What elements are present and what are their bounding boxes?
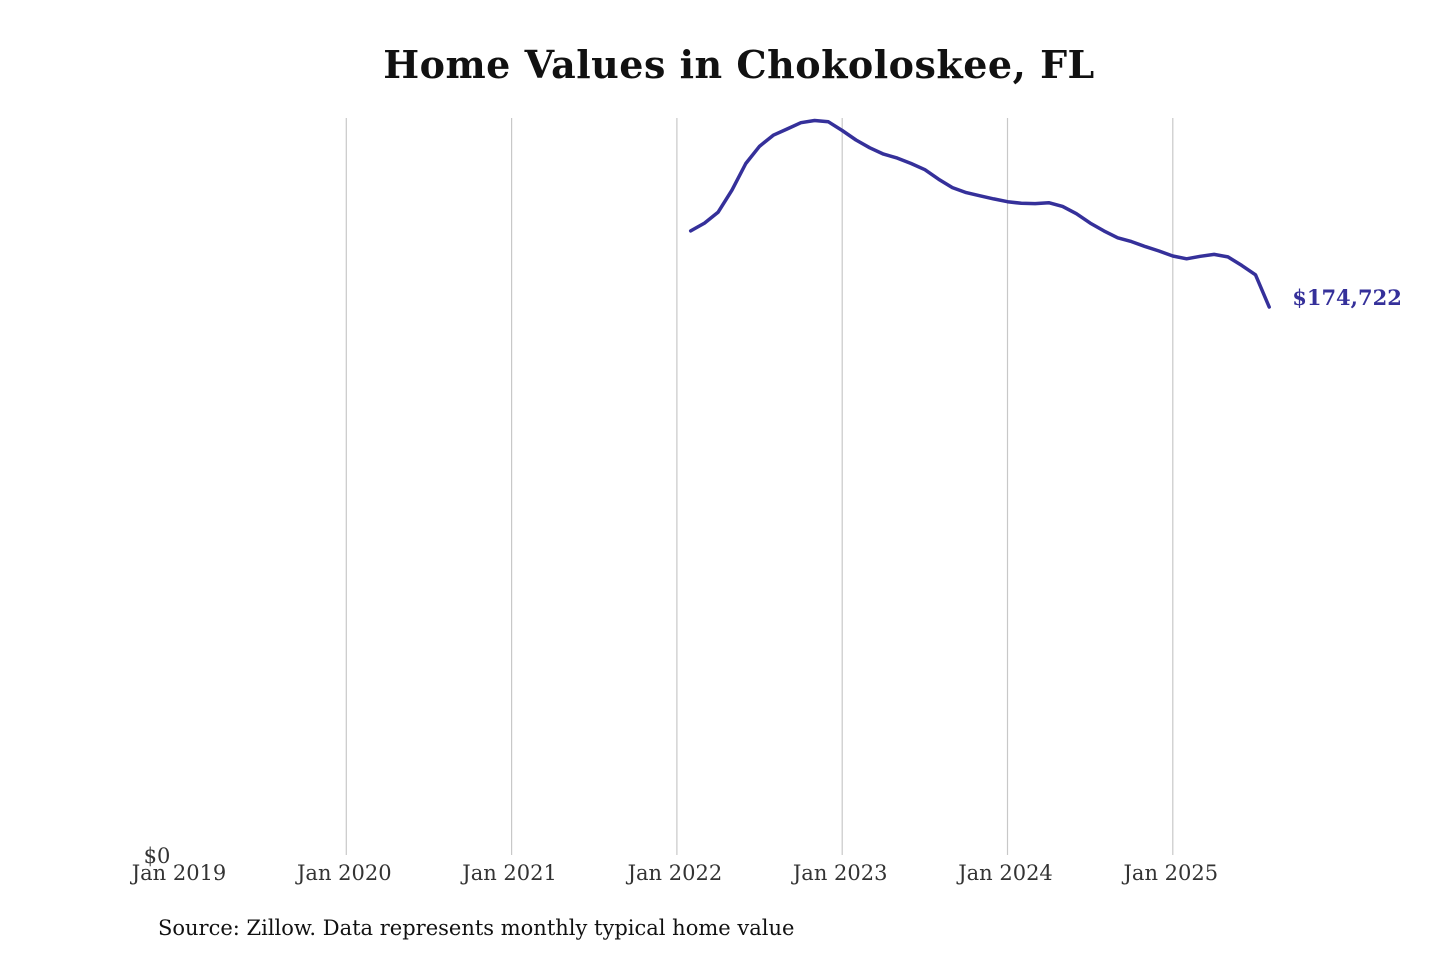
x-tick-label: Jan 2021 xyxy=(460,861,557,885)
y-tick-label: $0 xyxy=(144,844,171,868)
x-axis-ticks: Jan 2019 Jan 2020 Jan 2021 Jan 2022 Jan 2023… xyxy=(130,861,1218,885)
end-value-label: $174,722 xyxy=(1292,285,1402,310)
chart-title: Home Values in Chokoloskee, FL xyxy=(383,42,1095,87)
x-tick-label: Jan 2022 xyxy=(626,861,723,885)
x-tick-label: Jan 2019 xyxy=(130,861,227,885)
source-note: Source: Zillow. Data represents monthly … xyxy=(158,916,795,940)
series-line xyxy=(688,118,1271,309)
series-layer: $174,722 xyxy=(688,118,1402,310)
x-tick-label: Jan 2024 xyxy=(956,861,1053,885)
x-tick-label: Jan 2025 xyxy=(1122,861,1219,885)
x-tick-label: Jan 2023 xyxy=(791,861,888,885)
x-tick-label: Jan 2020 xyxy=(295,861,392,885)
y-axis-ticks: $0 xyxy=(144,844,171,868)
gridlines xyxy=(345,118,1174,855)
